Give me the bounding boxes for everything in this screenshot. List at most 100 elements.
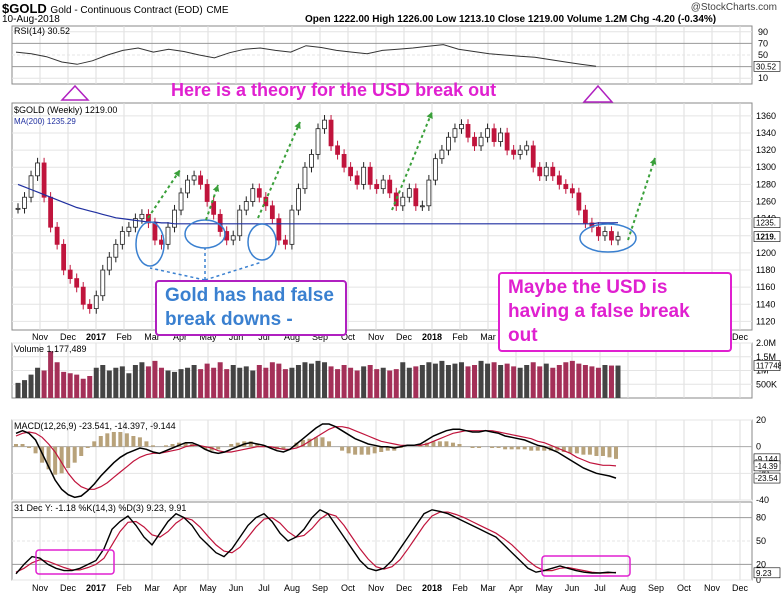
volume-bar bbox=[165, 370, 171, 398]
rsi-triangle-right bbox=[582, 84, 614, 103]
macd-hist-bar bbox=[33, 446, 38, 454]
volume-tick-label: 500K bbox=[756, 379, 777, 389]
volume-bar bbox=[341, 365, 347, 398]
volume-bar bbox=[67, 373, 73, 398]
rsi-title: RSI(14) 30.52 bbox=[14, 26, 70, 36]
macd-hist-bar bbox=[150, 445, 155, 447]
volume-bar bbox=[328, 366, 334, 398]
price-x-label: Feb bbox=[116, 332, 132, 342]
price-x-label: Aug bbox=[284, 332, 300, 342]
symbol: $GOLD bbox=[2, 1, 47, 16]
rsi-tick-label: 10 bbox=[758, 73, 768, 83]
candle-body bbox=[322, 119, 327, 130]
macd-hist-bar bbox=[255, 444, 260, 447]
close-price-box bbox=[753, 231, 781, 242]
candle-body bbox=[354, 175, 360, 185]
macd-hist-bar bbox=[385, 446, 390, 451]
macd-hist-bar bbox=[568, 446, 573, 454]
macd-hist-bar bbox=[27, 446, 32, 448]
candle-body bbox=[543, 166, 549, 177]
volume-bar bbox=[178, 369, 184, 398]
volume-bar bbox=[478, 360, 484, 398]
volume-bar bbox=[54, 362, 60, 398]
candle-body bbox=[185, 179, 190, 194]
candle-body bbox=[113, 243, 119, 258]
volume-bar bbox=[308, 363, 314, 398]
arrow-head bbox=[294, 122, 301, 129]
bottom-x-label: Jun bbox=[229, 583, 244, 593]
candle-body bbox=[276, 218, 282, 241]
arrow-head bbox=[173, 170, 180, 177]
volume-bar bbox=[295, 365, 301, 398]
candle-body bbox=[609, 231, 614, 241]
volume-bar bbox=[217, 362, 223, 398]
candle-body bbox=[106, 256, 112, 271]
macd-hist-bar bbox=[581, 446, 586, 455]
volume-bar bbox=[276, 363, 282, 398]
macd-hist-bar bbox=[164, 445, 168, 447]
volume-bar bbox=[61, 371, 67, 398]
macd-hist-bar bbox=[561, 446, 566, 452]
candle-body bbox=[341, 153, 347, 168]
macd-title: MACD(12,26,9) -23.541, -14.397, -9.144 bbox=[14, 421, 176, 431]
support-ellipse bbox=[247, 223, 277, 261]
candle-body bbox=[485, 128, 490, 138]
volume-bar bbox=[387, 370, 393, 398]
panel-frame-3 bbox=[11, 419, 753, 501]
bottom-x-label: Jun bbox=[565, 583, 580, 593]
candle-body bbox=[413, 188, 419, 207]
volume-bar bbox=[458, 362, 464, 398]
macd-hist-bar bbox=[359, 446, 364, 455]
bottom-x-label: Dec bbox=[396, 583, 413, 593]
volume-bar bbox=[204, 363, 210, 398]
candle-body bbox=[426, 179, 432, 207]
volume-bar bbox=[87, 376, 93, 398]
macd-hist-bar bbox=[59, 446, 64, 474]
bottom-x-label: Feb bbox=[452, 583, 468, 593]
macd-hist-bar bbox=[131, 436, 136, 447]
candle-body bbox=[459, 124, 464, 130]
rsi-tick-label: 90 bbox=[758, 27, 768, 37]
macd-hist-bar bbox=[144, 441, 149, 447]
macd-hist-bar bbox=[600, 446, 605, 456]
ohlc-readout: Open 1222.00 High 1226.00 Low 1213.10 Cl… bbox=[305, 14, 717, 25]
macd-right-label: -9.144 bbox=[755, 455, 778, 464]
price-x-label: Dec bbox=[60, 332, 77, 342]
symbol-name: Gold - Continuous Contract (EOD) bbox=[50, 5, 203, 16]
volume-bar bbox=[530, 362, 536, 398]
price-x-label: Oct bbox=[341, 332, 356, 342]
rsi-line bbox=[15, 44, 597, 67]
stoch-title: 31 Dec Y: -1.18 %K(14,3) %D(3) 9.23, 9.9… bbox=[14, 503, 186, 513]
ma-price-label: 1235. bbox=[756, 219, 776, 228]
arrow-head bbox=[649, 158, 657, 165]
candle-body bbox=[419, 205, 425, 208]
bottom-x-label: Feb bbox=[116, 583, 132, 593]
volume-bar bbox=[608, 365, 614, 398]
candle-body bbox=[432, 158, 438, 181]
candle-body bbox=[550, 166, 556, 177]
volume-bar bbox=[465, 366, 471, 398]
candle-body bbox=[282, 239, 288, 245]
volume-bar bbox=[426, 362, 432, 398]
false-breaks-annotation: Gold has had false break downs - bbox=[155, 280, 347, 336]
bottom-x-label: Oct bbox=[341, 583, 356, 593]
macd-hist-bar bbox=[66, 446, 71, 468]
oversold-box-right bbox=[541, 555, 631, 577]
price-x-label: Feb bbox=[452, 332, 468, 342]
price-tick-label: 1300 bbox=[756, 162, 776, 172]
macd-right-box bbox=[753, 460, 781, 472]
candle-body bbox=[400, 196, 406, 207]
volume-bar bbox=[126, 373, 132, 398]
volume-bar bbox=[269, 362, 275, 398]
price-x-label: May bbox=[199, 332, 217, 342]
candle-body bbox=[491, 128, 497, 142]
volume-bar bbox=[367, 365, 373, 398]
candle-body bbox=[439, 149, 445, 160]
volume-bar bbox=[485, 363, 491, 398]
candle-body bbox=[537, 166, 543, 177]
price-tick-label: 1180 bbox=[756, 265, 775, 275]
bullish-arrow bbox=[627, 157, 656, 241]
bottom-x-label: Apr bbox=[509, 583, 523, 593]
candle-body bbox=[478, 136, 484, 147]
candle-body bbox=[563, 183, 569, 190]
